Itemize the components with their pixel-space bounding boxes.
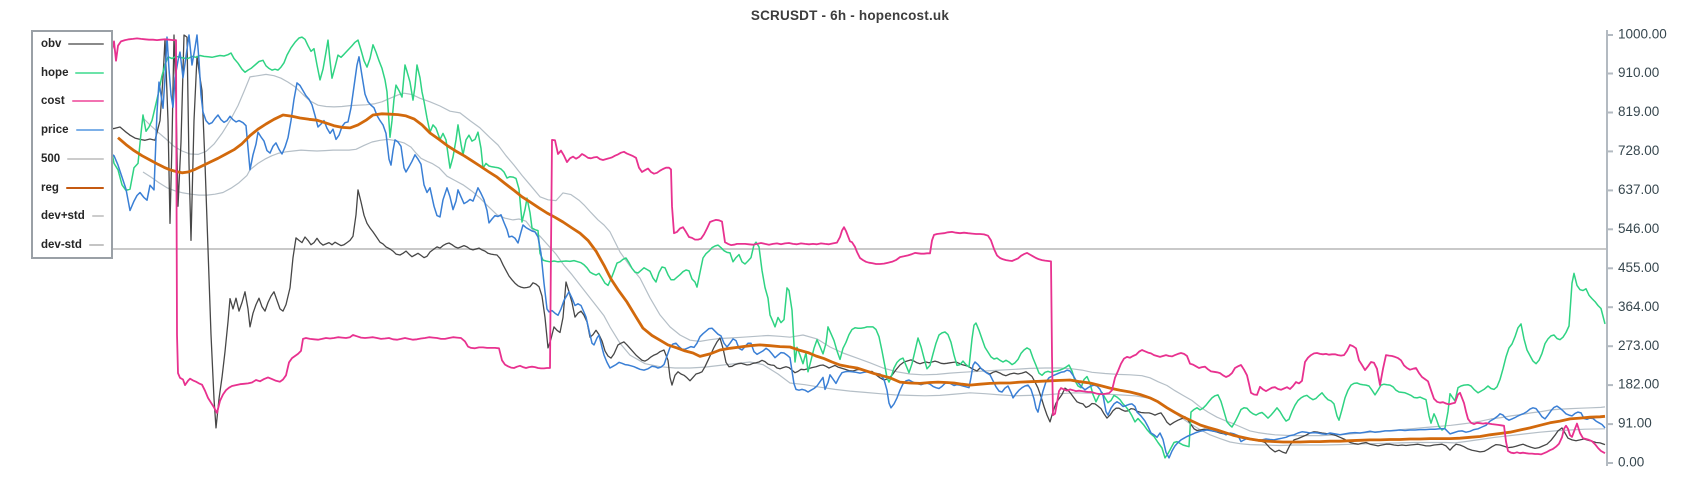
y-axis-tick-label: 0.00 — [1618, 455, 1644, 470]
legend-swatch-line — [67, 157, 104, 160]
legend-item-obv: obv — [41, 37, 104, 51]
series-line-price — [109, 34, 1606, 459]
legend-box: obv hope cost price 500 reg dev+std dev-std — [31, 30, 113, 259]
legend-swatch-line — [91, 215, 104, 218]
legend-swatch-line — [68, 43, 104, 45]
legend-item-hope: hope — [41, 66, 104, 80]
series-line-cost — [109, 37, 1606, 456]
legend-item-cost: cost — [41, 94, 104, 108]
legend-item-label: reg — [41, 181, 59, 194]
legend-item-500: 500 — [41, 152, 104, 166]
y-axis-tick-label: 273.00 — [1618, 338, 1659, 353]
series-line-dev+std — [142, 73, 1606, 437]
series-line-obv — [109, 34, 1606, 454]
legend-swatch-line — [88, 243, 104, 246]
legend-swatch-line — [75, 129, 104, 132]
legend-swatch-line — [75, 71, 104, 74]
legend-item-reg: reg — [41, 181, 104, 195]
y-axis-tick-label: 546.00 — [1618, 221, 1659, 236]
legend-item-label: hope — [41, 66, 69, 79]
legend-item-label: 500 — [41, 152, 61, 165]
legend-item-dev-std: dev-std — [41, 238, 104, 252]
legend-swatch-line — [65, 186, 104, 189]
y-axis-tick-label: 1000.00 — [1618, 27, 1667, 42]
legend-item-label: cost — [41, 95, 65, 108]
legend-item-label: dev-std — [41, 238, 82, 251]
chart-title: SCRUSDT - 6h - hopencost.uk — [750, 8, 950, 23]
legend-item-dev+std: dev+std — [41, 209, 104, 223]
legend-swatch-line — [71, 100, 104, 103]
y-axis-tick-label: 819.00 — [1618, 104, 1659, 119]
series-line-dev-std — [142, 138, 1606, 447]
series-line-reg — [117, 112, 1606, 444]
y-axis-tick-label: 455.00 — [1618, 260, 1659, 275]
series-line-hope — [109, 36, 1606, 459]
legend-item-label: price — [41, 124, 69, 137]
y-axis-tick-label: 91.00 — [1618, 416, 1652, 431]
y-axis-tick-label: 910.00 — [1618, 65, 1659, 80]
y-axis-tick-label: 728.00 — [1618, 143, 1659, 158]
y-axis-tick-label: 182.00 — [1618, 377, 1659, 392]
legend-item-price: price — [41, 123, 104, 137]
legend-item-label: obv — [41, 38, 62, 50]
legend-item-label: dev+std — [41, 210, 85, 223]
y-axis-tick-label: 364.00 — [1618, 299, 1659, 314]
y-axis-tick-label: 637.00 — [1618, 182, 1659, 197]
